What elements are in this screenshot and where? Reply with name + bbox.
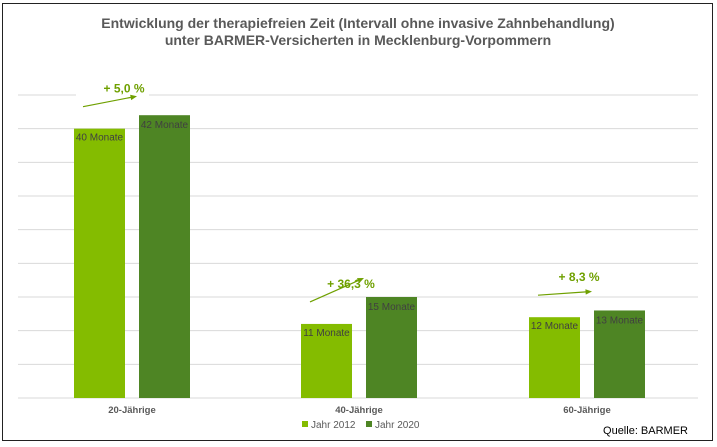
data-label: 42 Monate xyxy=(141,120,189,131)
bar-jahr-2020 xyxy=(139,115,190,398)
data-label: 11 Monate xyxy=(303,328,350,339)
data-label: 13 Monate xyxy=(596,315,644,326)
data-label: 40 Monate xyxy=(76,133,124,144)
legend-label-2012: Jahr 2012 xyxy=(311,420,356,431)
bar-jahr-2012 xyxy=(74,128,125,398)
arrow-line xyxy=(309,280,359,303)
legend-label-2020: Jahr 2020 xyxy=(375,420,420,431)
data-label: 12 Monate xyxy=(531,321,579,332)
arrow-icon xyxy=(585,289,592,295)
chart-subtitle: unter BARMER-Versicherten in Mecklenburg… xyxy=(165,32,551,48)
bar-jahr-2020 xyxy=(594,310,645,398)
category-label: 40-Jährige xyxy=(335,405,383,416)
change-annotation: + 5,0 % xyxy=(103,82,144,96)
arrow-icon xyxy=(357,278,364,284)
arrow-line xyxy=(82,96,132,108)
category-label: 20-Jährige xyxy=(108,405,156,416)
change-annotation: + 36,3 % xyxy=(327,277,375,291)
category-label: 60-Jährige xyxy=(563,405,611,416)
legend-swatch-2012 xyxy=(302,421,308,427)
change-annotation: + 8,3 % xyxy=(558,270,599,284)
annotation-bg xyxy=(531,269,604,286)
annotation-bg xyxy=(76,80,149,97)
annotation-bg xyxy=(303,275,376,292)
legend: Jahr 2012 Jahr 2020 xyxy=(302,420,420,431)
bar-jahr-2012 xyxy=(529,317,580,398)
legend-swatch-2020 xyxy=(366,421,372,427)
source-label: Quelle: BARMER xyxy=(603,425,688,437)
chart-title: Entwicklung der therapiefreien Zeit (Int… xyxy=(101,15,614,31)
bar-jahr-2012 xyxy=(301,323,352,398)
bar-jahr-2020 xyxy=(366,297,417,398)
arrow-line xyxy=(537,291,587,296)
data-label: 15 Monate xyxy=(368,302,416,313)
arrow-icon xyxy=(130,94,137,101)
